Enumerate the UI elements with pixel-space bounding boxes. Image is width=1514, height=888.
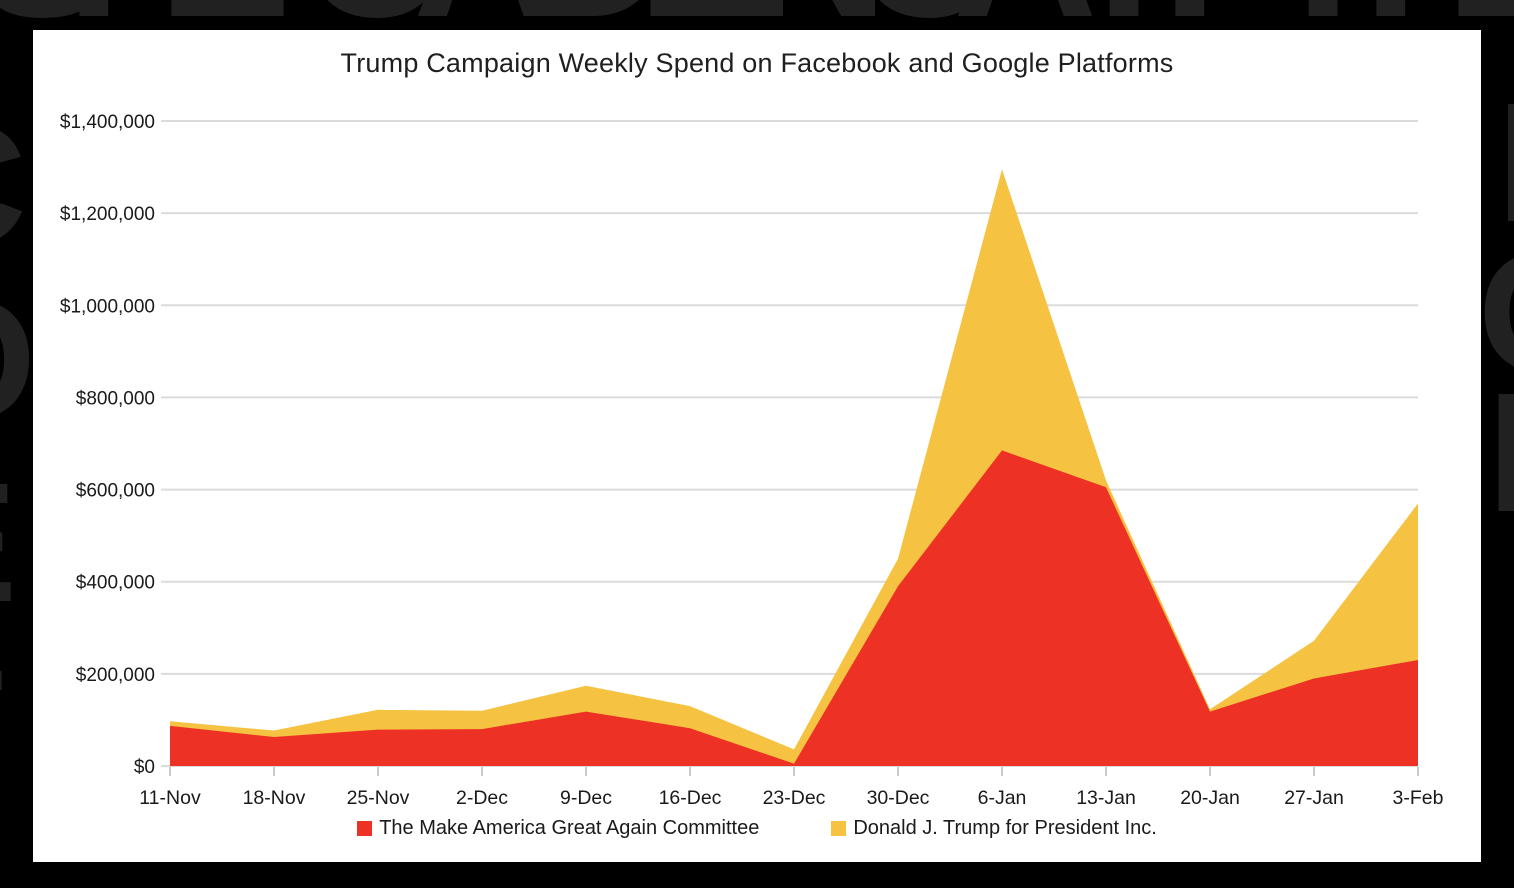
chart-card: Trump Campaign Weekly Spend on Facebook … (33, 30, 1481, 862)
x-axis-tick-label: 30-Dec (867, 787, 930, 809)
x-axis-tick-label: 27-Jan (1284, 787, 1344, 809)
y-axis-tick-label: $400,000 (76, 573, 155, 594)
stacked-area-chart: $0 $200,000 $400,000 $600,000 $800,000 $1,000… (60, 112, 1444, 809)
background-letter-right: H (1487, 368, 1514, 538)
x-axis-tick-label: 2-Dec (456, 787, 508, 809)
background-letter-left: C (0, 100, 27, 270)
legend-swatch-red (357, 821, 373, 836)
y-axis-tick-label: $1,400,000 (60, 112, 155, 133)
y-axis-tick-label: $200,000 (76, 665, 155, 686)
x-axis-tick-label: 25-Nov (347, 787, 410, 809)
background-letter-left: E (0, 458, 17, 628)
legend-item-maga-committee: The Make America Great Again Committee (357, 817, 759, 840)
x-axis-tick-label: 16-Dec (659, 787, 722, 809)
x-axis-tick-label: 13-Jan (1076, 787, 1136, 809)
background-letter-right: O (1478, 228, 1514, 398)
x-axis-tick-label: 20-Jan (1180, 787, 1240, 809)
background-letter-left: O (0, 275, 36, 445)
area-series-donald-j-trump-for-president (170, 169, 1418, 766)
y-axis-tick-label: $1,000,000 (60, 296, 155, 317)
area-series-make-america-great-again-committee (170, 450, 1418, 766)
background-letter-left: F (0, 645, 8, 815)
legend-label-trump-for-president: Donald J. Trump for President Inc. (853, 817, 1157, 839)
background-letter-right: P (1497, 78, 1514, 248)
y-axis-tick-label: $600,000 (76, 481, 155, 502)
chart-title: Trump Campaign Weekly Spend on Facebook … (340, 48, 1174, 78)
y-axis-tick-label: $800,000 (76, 388, 155, 409)
legend-swatch-yellow (831, 821, 847, 836)
x-axis-tick-label: 6-Jan (978, 787, 1027, 809)
x-axis-tick-label: 9-Dec (560, 787, 612, 809)
x-axis-tick-label: 11-Nov (139, 787, 201, 809)
legend-label-maga-committee: The Make America Great Again Committee (379, 817, 760, 839)
x-axis-tick-label: 3-Feb (1393, 787, 1444, 809)
chart-legend: The Make America Great Again Committee D… (33, 817, 1481, 840)
x-axis-tick-label: 18-Nov (243, 787, 306, 809)
y-axis-tick-label: $0 (134, 757, 155, 778)
y-axis-tick-label: $1,200,000 (60, 204, 155, 225)
x-axis-tick-label: 23-Dec (763, 787, 826, 809)
legend-item-trump-for-president: Donald J. Trump for President Inc. (831, 817, 1157, 840)
